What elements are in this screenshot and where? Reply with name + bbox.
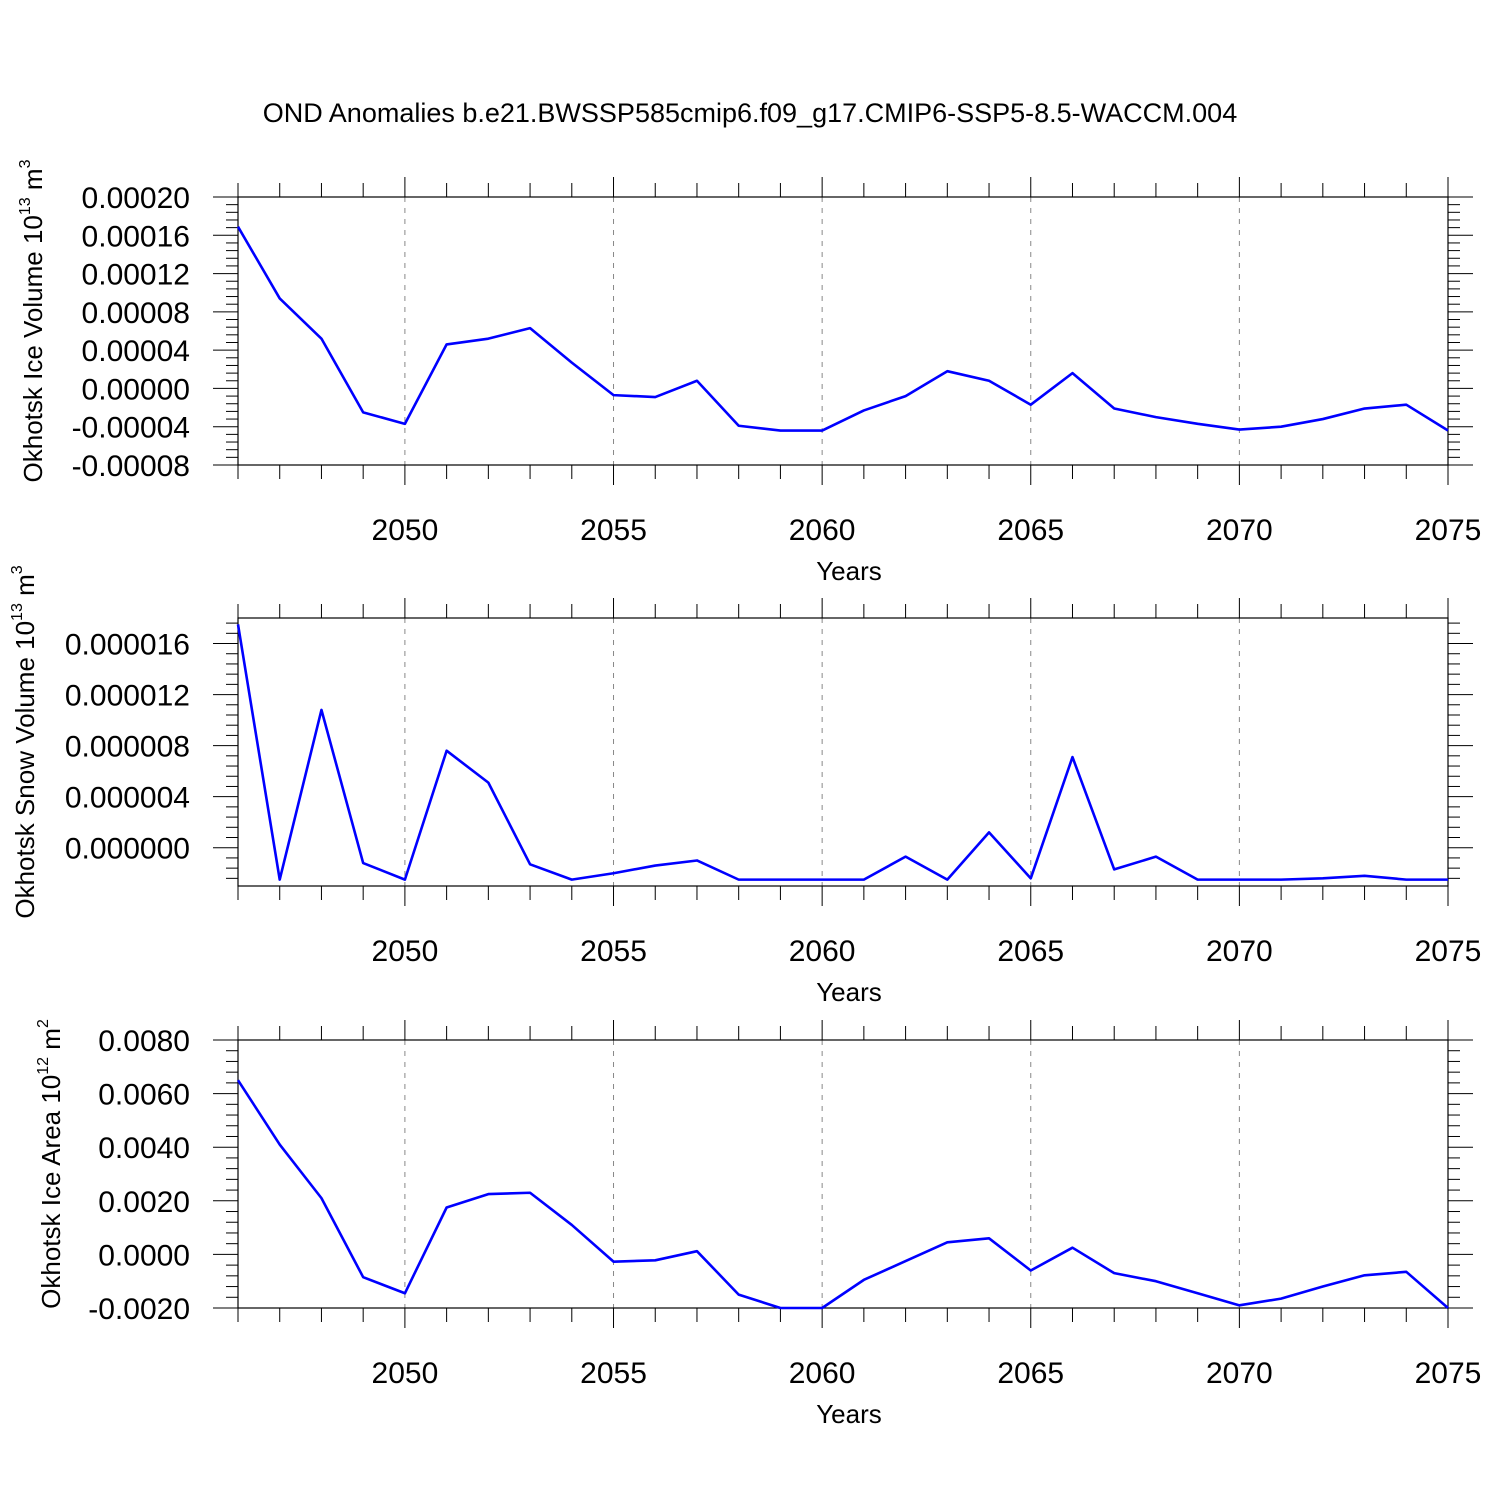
y-axis-label-unit-exponent: 3	[17, 159, 34, 168]
x-axis-label: Years	[816, 556, 882, 586]
y-axis-label-unit: m	[36, 1028, 66, 1057]
y-tick-label: 0.00012	[82, 259, 190, 292]
chart-panel-2: 2050 2055 2060 2065 2070 2075 0.000000 0.000004…	[9, 565, 1481, 1007]
x-tick-label: 2065	[997, 514, 1064, 547]
x-tick-label: 2075	[1415, 935, 1482, 968]
y-axis-label-unit-exponent: 3	[9, 565, 26, 574]
figure-title: OND Anomalies b.e21.BWSSP585cmip6.f09_g1…	[263, 98, 1237, 128]
y-tick-label: -0.0020	[88, 1293, 190, 1326]
x-tick-label: 2070	[1206, 514, 1273, 547]
x-tick-label: 2075	[1415, 514, 1482, 547]
y-axis-label: Okhotsk Snow Volume 1013 m3	[9, 565, 40, 918]
y-tick-label: 0.00016	[82, 220, 190, 253]
x-tick-label: 2070	[1206, 935, 1273, 968]
chart-panel-3: 2050 2055 2060 2065 2070 2075 -0.0020 0.0000 0.0…	[35, 1019, 1481, 1429]
y-axis-label-text: Okhotsk Snow Volume 10	[10, 621, 40, 919]
y-axis-label-exponent: 13	[9, 603, 26, 621]
y-tick-label: 0.000012	[65, 680, 190, 713]
y-axis-label: Okhotsk Ice Area 1012 m2	[35, 1019, 66, 1309]
y-axis-label-exponent: 12	[35, 1057, 52, 1075]
x-tick-label: 2065	[997, 935, 1064, 968]
x-tick-label: 2070	[1206, 1357, 1273, 1390]
y-tick-label: 0.00008	[82, 297, 190, 330]
plot-frame	[237, 196, 1449, 466]
y-tick-label: 0.00004	[82, 335, 190, 368]
x-tick-label: 2055	[580, 514, 647, 547]
x-tick-label: 2055	[580, 1357, 647, 1390]
y-tick-label: 0.000000	[65, 833, 190, 866]
y-axis-label: Okhotsk Ice Volume 1013 m3	[17, 159, 48, 482]
chart-panel-1: 2050 2055 2060 2065 2070 2075 -0.00008 -0.00004…	[17, 159, 1481, 586]
x-tick-label: 2060	[789, 935, 856, 968]
y-tick-label: 0.0000	[98, 1239, 190, 1272]
y-tick-label: -0.00004	[72, 412, 190, 445]
y-tick-label: 0.00020	[82, 182, 190, 215]
y-axis-label-text: Okhotsk Ice Volume 10	[18, 215, 48, 482]
y-tick-label: 0.00000	[82, 373, 190, 406]
y-axis-label-unit: m	[18, 168, 48, 197]
y-tick-label: 0.0060	[98, 1079, 190, 1112]
panels: 2050 2055 2060 2065 2070 2075 -0.00008 -0.00004…	[9, 159, 1481, 1429]
y-axis-label-text: Okhotsk Ice Area 10	[36, 1075, 66, 1309]
y-tick-label: 0.000016	[65, 629, 190, 662]
series-line	[236, 624, 1448, 881]
plot-frame	[237, 617, 1449, 887]
x-tick-label: 2060	[789, 1357, 856, 1390]
y-tick-label: 0.0020	[98, 1186, 190, 1219]
y-tick-label: 0.000008	[65, 731, 190, 764]
y-tick-label: 0.0040	[98, 1132, 190, 1165]
y-tick-label: 0.0080	[98, 1025, 190, 1058]
series-line	[236, 1079, 1449, 1310]
x-tick-label: 2055	[580, 935, 647, 968]
x-axis-label: Years	[816, 977, 882, 1007]
y-tick-label: 0.000004	[65, 782, 190, 815]
x-tick-label: 2050	[372, 514, 439, 547]
x-axis-label: Years	[816, 1399, 882, 1429]
plot-frame	[237, 1039, 1449, 1309]
x-tick-label: 2060	[789, 514, 856, 547]
x-tick-label: 2065	[997, 1357, 1064, 1390]
x-tick-label: 2050	[372, 935, 439, 968]
y-tick-label: -0.00008	[72, 450, 190, 483]
y-axis-label-unit-exponent: 2	[35, 1019, 52, 1028]
x-tick-label: 2050	[372, 1357, 439, 1390]
x-tick-label: 2075	[1415, 1357, 1482, 1390]
y-axis-label-unit: m	[10, 574, 40, 603]
y-axis-label-exponent: 13	[17, 197, 34, 215]
series-line	[236, 226, 1449, 432]
